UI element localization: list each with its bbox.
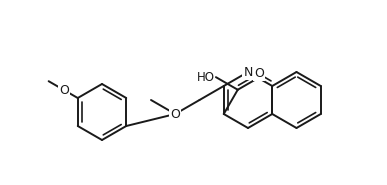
Text: O: O	[254, 67, 264, 80]
Text: HO: HO	[197, 71, 215, 84]
Text: O: O	[170, 107, 180, 120]
Text: O: O	[60, 84, 69, 97]
Text: N: N	[243, 65, 253, 78]
